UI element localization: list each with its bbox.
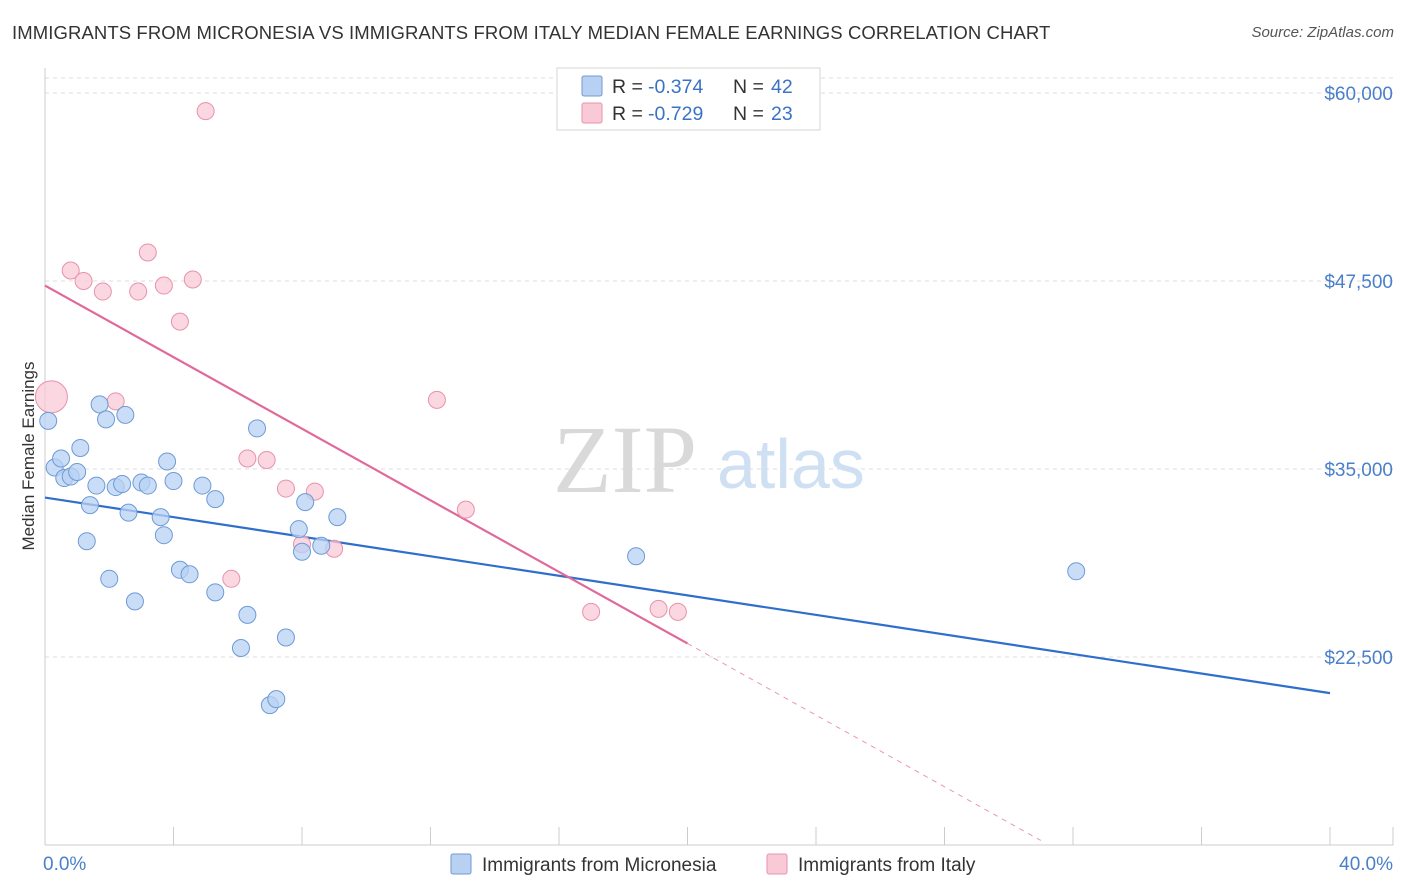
- point-micronesia: [296, 493, 315, 512]
- point-micronesia: [312, 536, 331, 555]
- point-italy: [61, 261, 80, 280]
- legend-r-value-micronesia: -0.374: [648, 76, 703, 98]
- point-micronesia: [154, 526, 173, 545]
- legend-swatch-italy: [581, 102, 603, 124]
- data-points: [34, 102, 1086, 715]
- point-micronesia: [113, 475, 132, 494]
- point-micronesia: [289, 520, 308, 539]
- point-italy: [138, 243, 157, 262]
- point-micronesia: [267, 690, 286, 709]
- point-micronesia: [293, 542, 311, 561]
- x-tick-label-max: 40.0%: [1339, 854, 1393, 875]
- point-micronesia: [52, 449, 71, 468]
- point-italy: [74, 272, 93, 291]
- point-micronesia: [151, 508, 170, 527]
- point-micronesia: [231, 638, 250, 657]
- point-micronesia: [68, 463, 87, 482]
- legend-n-value-micronesia: 42: [771, 76, 793, 98]
- point-micronesia: [206, 490, 225, 509]
- point-micronesia: [87, 476, 106, 495]
- point-italy: [276, 479, 295, 498]
- point-micronesia: [71, 438, 90, 457]
- watermark: ZIP atlas: [553, 406, 865, 513]
- point-italy: [649, 599, 668, 618]
- point-micronesia: [116, 405, 135, 424]
- point-italy: [222, 569, 241, 588]
- point-italy: [257, 450, 276, 469]
- legend-r-value-italy: -0.729: [648, 103, 703, 125]
- trendlines: [44, 284, 1331, 841]
- point-italy: [154, 276, 173, 295]
- point-italy: [170, 312, 189, 331]
- y-tick-label: $22,500: [1324, 648, 1393, 669]
- legend-r-label-italy: R =: [612, 103, 643, 125]
- trendline-italy: [44, 284, 689, 645]
- legend-r-label-micronesia: R =: [612, 76, 643, 98]
- y-tick-label: $60,000: [1324, 84, 1393, 105]
- point-micronesia: [1067, 562, 1086, 581]
- legend-n-label-micronesia: N =: [733, 76, 764, 98]
- point-micronesia: [328, 508, 347, 527]
- point-micronesia: [276, 628, 295, 647]
- point-micronesia: [193, 476, 212, 495]
- point-micronesia: [248, 419, 267, 438]
- tick-labels: $22,500 $35,000 $47,500 $60,000 0.0% 40.0%: [43, 84, 1393, 875]
- correlation-legend: R = -0.374 N = 42 R = -0.729 N = 23: [556, 67, 821, 131]
- y-tick-label: $35,000: [1324, 460, 1393, 481]
- bottom-legend-label-micronesia: Immigrants from Micronesia: [482, 855, 717, 876]
- point-micronesia: [238, 605, 257, 624]
- chart-title: IMMIGRANTS FROM MICRONESIA VS IMMIGRANTS…: [12, 22, 1051, 43]
- bottom-legend-label-italy: Immigrants from Italy: [798, 855, 976, 876]
- trendline-micronesia: [44, 496, 1331, 695]
- chart-source: Source: ZipAtlas.com: [1251, 24, 1394, 41]
- point-micronesia: [100, 569, 119, 588]
- point-italy: [196, 102, 215, 121]
- legend-swatch-micronesia: [581, 75, 603, 97]
- point-micronesia: [164, 472, 183, 491]
- point-italy: [668, 602, 687, 621]
- point-micronesia: [158, 452, 177, 471]
- point-micronesia: [627, 547, 646, 566]
- point-italy: [34, 380, 68, 414]
- legend-n-label-italy: N =: [733, 103, 764, 125]
- trendline-italy-extension: [687, 643, 1042, 841]
- point-micronesia: [119, 503, 138, 522]
- point-italy: [129, 282, 148, 301]
- point-italy: [427, 390, 446, 409]
- point-micronesia: [138, 476, 157, 495]
- y-axis-label: Median Female Earnings: [19, 362, 38, 551]
- point-micronesia: [39, 411, 58, 430]
- point-micronesia: [97, 410, 116, 429]
- point-micronesia: [80, 496, 99, 515]
- point-italy: [582, 602, 601, 621]
- watermark-atlas: atlas: [717, 425, 865, 503]
- bottom-legend-swatch-italy: [766, 853, 788, 875]
- point-italy: [183, 270, 202, 289]
- axes: [44, 68, 1394, 846]
- legend-n-value-italy: 23: [771, 103, 793, 125]
- point-micronesia: [125, 592, 144, 611]
- series-legend: Immigrants from Micronesia Immigrants fr…: [450, 853, 976, 876]
- point-italy: [238, 449, 257, 468]
- point-micronesia: [180, 565, 199, 584]
- point-italy: [93, 282, 112, 301]
- watermark-zip: ZIP: [553, 406, 697, 513]
- grid: [45, 77, 1393, 658]
- point-micronesia: [206, 583, 225, 602]
- bottom-legend-swatch-micronesia: [450, 853, 472, 875]
- point-micronesia: [77, 532, 96, 551]
- x-tick-label-min: 0.0%: [43, 854, 86, 875]
- point-micronesia: [90, 395, 109, 414]
- y-tick-label: $47,500: [1324, 272, 1393, 293]
- point-italy: [456, 500, 475, 519]
